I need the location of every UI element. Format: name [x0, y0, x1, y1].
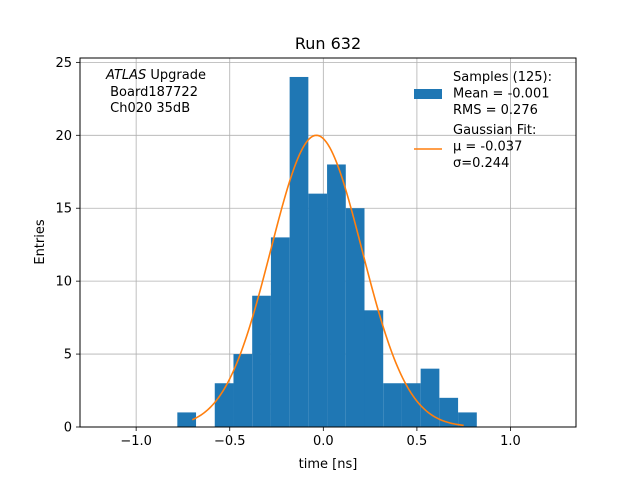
legend-entry-text: Mean = -0.001 [453, 87, 549, 102]
x-tick-label: 1.0 [500, 434, 521, 449]
histogram-bar [177, 412, 197, 427]
histogram-bar [383, 383, 402, 427]
x-tick-label: 0.0 [313, 434, 334, 449]
histogram-bar [327, 164, 346, 428]
legend-entry-text: Gaussian Fit: [453, 123, 536, 138]
histogram-bar [458, 412, 477, 427]
y-tick-label: 15 [55, 202, 72, 217]
gaussian-fit [191, 134, 464, 427]
y-axis-label: Entries [33, 219, 48, 265]
legend-entry-text: σ=0.244 [453, 156, 509, 171]
legend-entry-text: RMS = 0.276 [453, 103, 538, 118]
annotation-line-3: Ch020 35dB [106, 101, 190, 116]
legend-entry-text: Samples (125): [453, 70, 552, 85]
annotation-line-1: ATLAS Upgrade [105, 68, 206, 83]
histogram-bar [308, 193, 328, 427]
legend-patch-samples [414, 89, 442, 99]
histogram-bar [420, 368, 440, 427]
legend: Samples (125): Mean = -0.001 RMS = 0.276… [414, 70, 552, 171]
y-tick-label: 5 [64, 348, 72, 363]
histogram-bars [177, 76, 477, 428]
histogram-bar [233, 354, 253, 427]
annotation-text: ATLAS Upgrade Board187722 Ch020 35dB [105, 68, 206, 116]
legend-entry-text: μ = -0.037 [453, 140, 522, 155]
axes-frame [79, 57, 577, 428]
x-tick-label: 0.5 [407, 434, 428, 449]
histogram-bar [214, 383, 234, 427]
x-tick-label: −1.0 [120, 434, 152, 449]
chart-title: Run 632 [295, 34, 361, 53]
axis-ticks: −1.0 −0.5 0.0 0.5 1.0 0 5 10 15 20 25 [55, 56, 520, 449]
gaussian-fit-line [191, 134, 464, 427]
y-tick-label: 10 [55, 275, 72, 290]
histogram-bar [252, 295, 271, 427]
y-tick-label: 20 [55, 129, 72, 144]
histogram-bar [364, 310, 384, 427]
histogram-bar [289, 76, 309, 427]
x-tick-label: −0.5 [214, 434, 246, 449]
histogram-bar [345, 208, 365, 427]
x-axis-label: time [ns] [299, 457, 358, 472]
annotation-upgrade: Upgrade [146, 68, 206, 83]
annotation-atlas: ATLAS [105, 68, 146, 83]
y-tick-label: 25 [55, 56, 72, 71]
histogram-bar [270, 237, 290, 427]
annotation-line-2: Board187722 [106, 85, 198, 100]
y-tick-label: 0 [64, 421, 72, 436]
histogram-bar [401, 383, 421, 427]
histogram-bar [439, 397, 459, 427]
